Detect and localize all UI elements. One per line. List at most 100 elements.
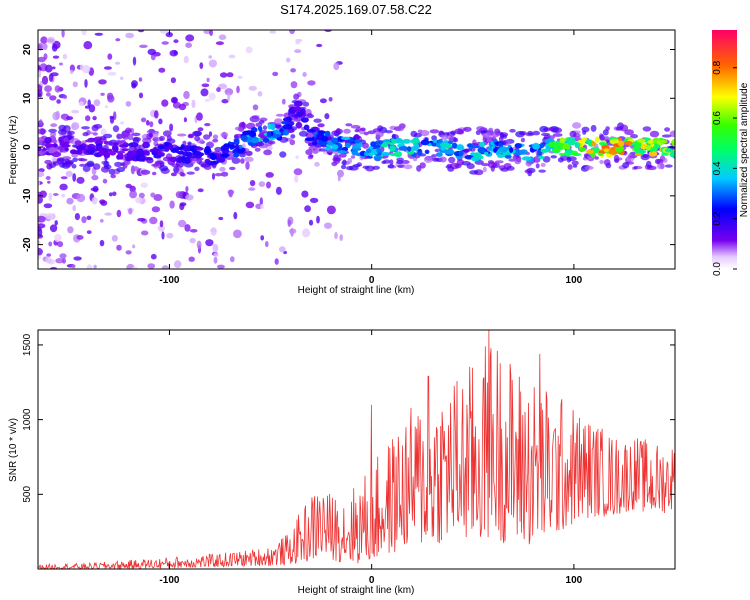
spectrogram-ridge-cell (112, 125, 120, 133)
spectrogram-ridge-cell (262, 137, 270, 143)
spectrogram-ridge-cell (571, 150, 579, 156)
spectrogram-ridge-cell (660, 139, 668, 144)
spectrogram-ridge-cell (535, 163, 540, 169)
y-tick-label: 20 (22, 44, 33, 56)
spectrogram-ridge-cell (177, 146, 184, 151)
spectrogram-ridge-cell (664, 164, 673, 168)
spectrogram-noise-cell (72, 173, 77, 182)
spectrogram-noise-cell (258, 181, 266, 188)
spectrogram-ridge-cell (229, 166, 236, 171)
spectrogram-ridge-cell (295, 122, 303, 129)
spectrogram-noise-cell (179, 203, 185, 211)
spectrogram-ridge-cell (498, 165, 506, 170)
spectrogram-ridge-cell (38, 146, 42, 152)
spectrogram-ridge-cell (603, 159, 611, 166)
spectrogram-ridge-cell (565, 149, 574, 154)
spectrogram-noise-cell (218, 34, 227, 40)
spectrogram-noise-cell (175, 191, 183, 199)
spectrogram-ridge-cell (127, 133, 134, 141)
spectrogram-noise-cell (43, 203, 53, 209)
spectrogram-ridge-cell (192, 150, 202, 155)
spectrogram-ridge-cell (483, 151, 489, 156)
spectrogram-noise-cell (100, 200, 108, 206)
spectrogram-noise-cell (52, 55, 60, 59)
spectrogram-noise-cell (46, 253, 51, 257)
spectrogram-ridge-cell (463, 148, 470, 153)
spectrogram-noise-cell (139, 44, 148, 48)
spectrogram-noise-cell (169, 200, 175, 209)
spectrogram-noise-cell (219, 72, 228, 78)
spectrogram-noise-cell (94, 32, 104, 36)
spectrogram-noise-cell (208, 55, 212, 59)
spectrogram-ridge-cell (557, 157, 564, 163)
spectrogram-ridge-cell (212, 134, 219, 140)
spectrogram-noise-cell (56, 99, 61, 104)
spectrogram-noise-cell (287, 219, 292, 227)
spectrogram-ridge-cell (431, 157, 440, 162)
spectrogram-noise-cell (266, 181, 271, 189)
spectrogram-noise-cell (62, 257, 66, 264)
spectrogram-ridge-cell (193, 130, 202, 137)
spectrogram-ridge-cell (85, 139, 96, 143)
spectrogram-ridge-cell (548, 141, 558, 148)
spectrogram-noise-cell (294, 174, 299, 183)
spectrogram-noise-cell (290, 81, 298, 89)
spectrogram-noise-cell (196, 112, 203, 121)
spectrogram-ridge-cell (482, 132, 492, 139)
spectrogram-ridge-cell (97, 147, 102, 151)
spectrogram-noise-cell (86, 264, 93, 269)
spectrogram-ridge-cell (119, 144, 129, 148)
spectrogram-ridge-cell (454, 128, 464, 135)
spectrogram-ridge-cell (307, 155, 314, 160)
spectrogram-ridge-cell (177, 156, 183, 163)
spectrogram-ridge-cell (185, 156, 191, 161)
spectrogram-ridge-cell (431, 142, 438, 147)
spectrogram-ridge-cell (125, 156, 131, 162)
spectrogram-ridge-cell (383, 139, 391, 143)
spectrogram-ridge-cell (458, 150, 464, 157)
spectrogram-ridge-cell (168, 143, 174, 151)
spectrogram-noise-cell (79, 64, 85, 71)
spectrogram-noise-cell (189, 237, 196, 244)
spectrogram-noise-cell (38, 69, 42, 78)
spectrogram-noise-cell (61, 193, 65, 198)
spectrogram-ridge-cell (431, 135, 437, 141)
spectrogram-ridge-cell (594, 136, 600, 143)
spectrogram-ridge-cell (365, 148, 372, 153)
spectrogram-noise-cell (275, 186, 282, 195)
snr-x-ticks: -100 0 100 (159, 330, 583, 586)
spectrogram-noise-cell (218, 216, 224, 221)
spectrogram-ridge-cell (117, 152, 124, 159)
spectrogram-ridge-cell (209, 153, 216, 158)
spectrogram-noise-cell (173, 260, 182, 269)
spectrogram-noise-cell (184, 224, 191, 232)
colorbar-tick-label: 0.8 (712, 60, 723, 74)
spectrogram-noise-cell (189, 229, 198, 233)
spectrogram-noise-cell (159, 30, 169, 34)
spectrogram-noise-cell (45, 257, 52, 264)
spectrogram-noise-cell (115, 38, 121, 42)
spectrogram-ridge-cell (466, 163, 475, 170)
spectrogram-noise-cell (339, 234, 344, 242)
spectrogram-ridge-cell (495, 150, 500, 156)
spectrogram-ridge-cell (446, 135, 454, 139)
spectrogram-ridge-cell (66, 135, 75, 139)
spectrogram-ridge-cell (372, 144, 381, 149)
spectrogram-noise-cell (91, 197, 98, 205)
spectrogram-noise-cell (128, 208, 133, 215)
spectrogram-ridge-cell (64, 141, 70, 146)
spectrogram-ridge-cell (609, 138, 620, 145)
spectrogram-noise-cell (38, 215, 46, 223)
spectrogram-ridge-cell (212, 138, 219, 143)
spectrogram-ridge-cell (179, 171, 185, 177)
spectrogram-ridge-cell (502, 134, 508, 139)
spectrogram-noise-cell (197, 188, 204, 193)
spectrogram-ridge-cell (490, 165, 495, 172)
spectrogram-ridge-cell (148, 132, 154, 138)
spectrogram-noise-cell (120, 76, 124, 81)
spectrogram-noise-cell (116, 209, 122, 218)
spectrogram-noise-cell (191, 99, 196, 109)
spectrogram-ridge-cell (584, 165, 594, 170)
spectrogram-ridge-cell (132, 136, 142, 142)
spectrogram-ridge-cell (482, 166, 487, 173)
